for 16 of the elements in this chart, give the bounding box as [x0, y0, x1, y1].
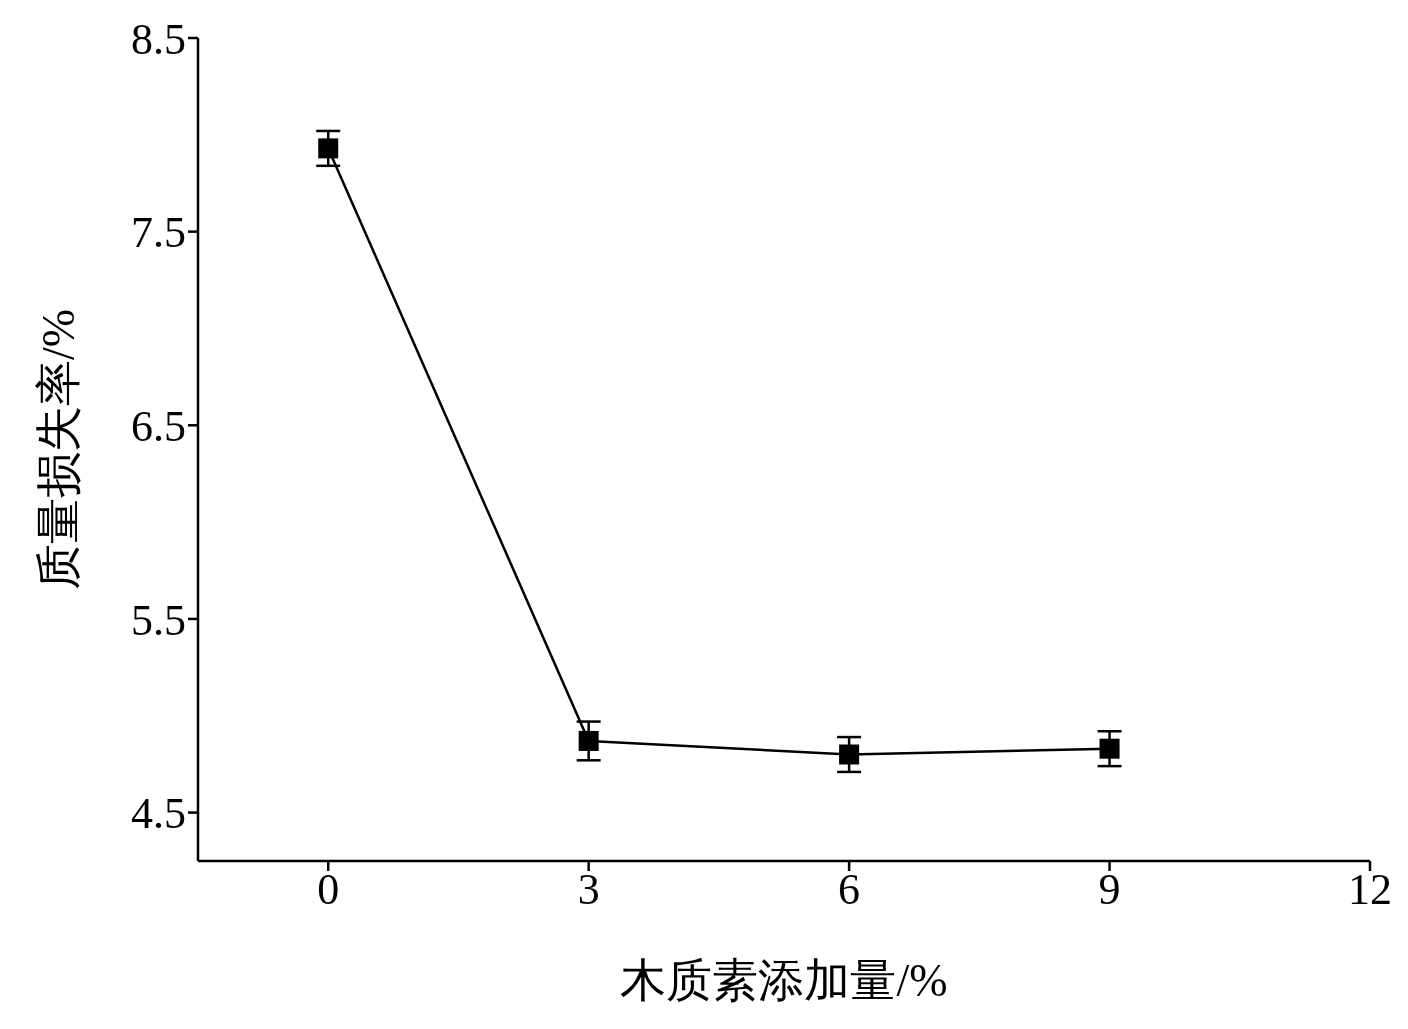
- y-tick-label: 5.5: [131, 595, 186, 645]
- x-tick-label: 0: [317, 865, 340, 915]
- point: [578, 730, 599, 751]
- point: [1099, 738, 1120, 759]
- x-tick-label: 12: [1348, 865, 1392, 915]
- y-tick-label: 6.5: [131, 401, 186, 451]
- x-axis-title: 木质素添加量/%: [620, 955, 948, 1006]
- x-tick-label: 6: [838, 865, 861, 915]
- y-tick-label: 7.5: [131, 208, 186, 258]
- y-tick-label: 8.5: [131, 14, 186, 64]
- x-tick-label: 9: [1098, 865, 1121, 915]
- y-axis-title: 质量损失率/%: [32, 308, 84, 591]
- point: [318, 138, 339, 159]
- point: [839, 744, 860, 765]
- x-tick-label: 3: [577, 865, 600, 915]
- y-tick-label: 4.5: [131, 789, 186, 839]
